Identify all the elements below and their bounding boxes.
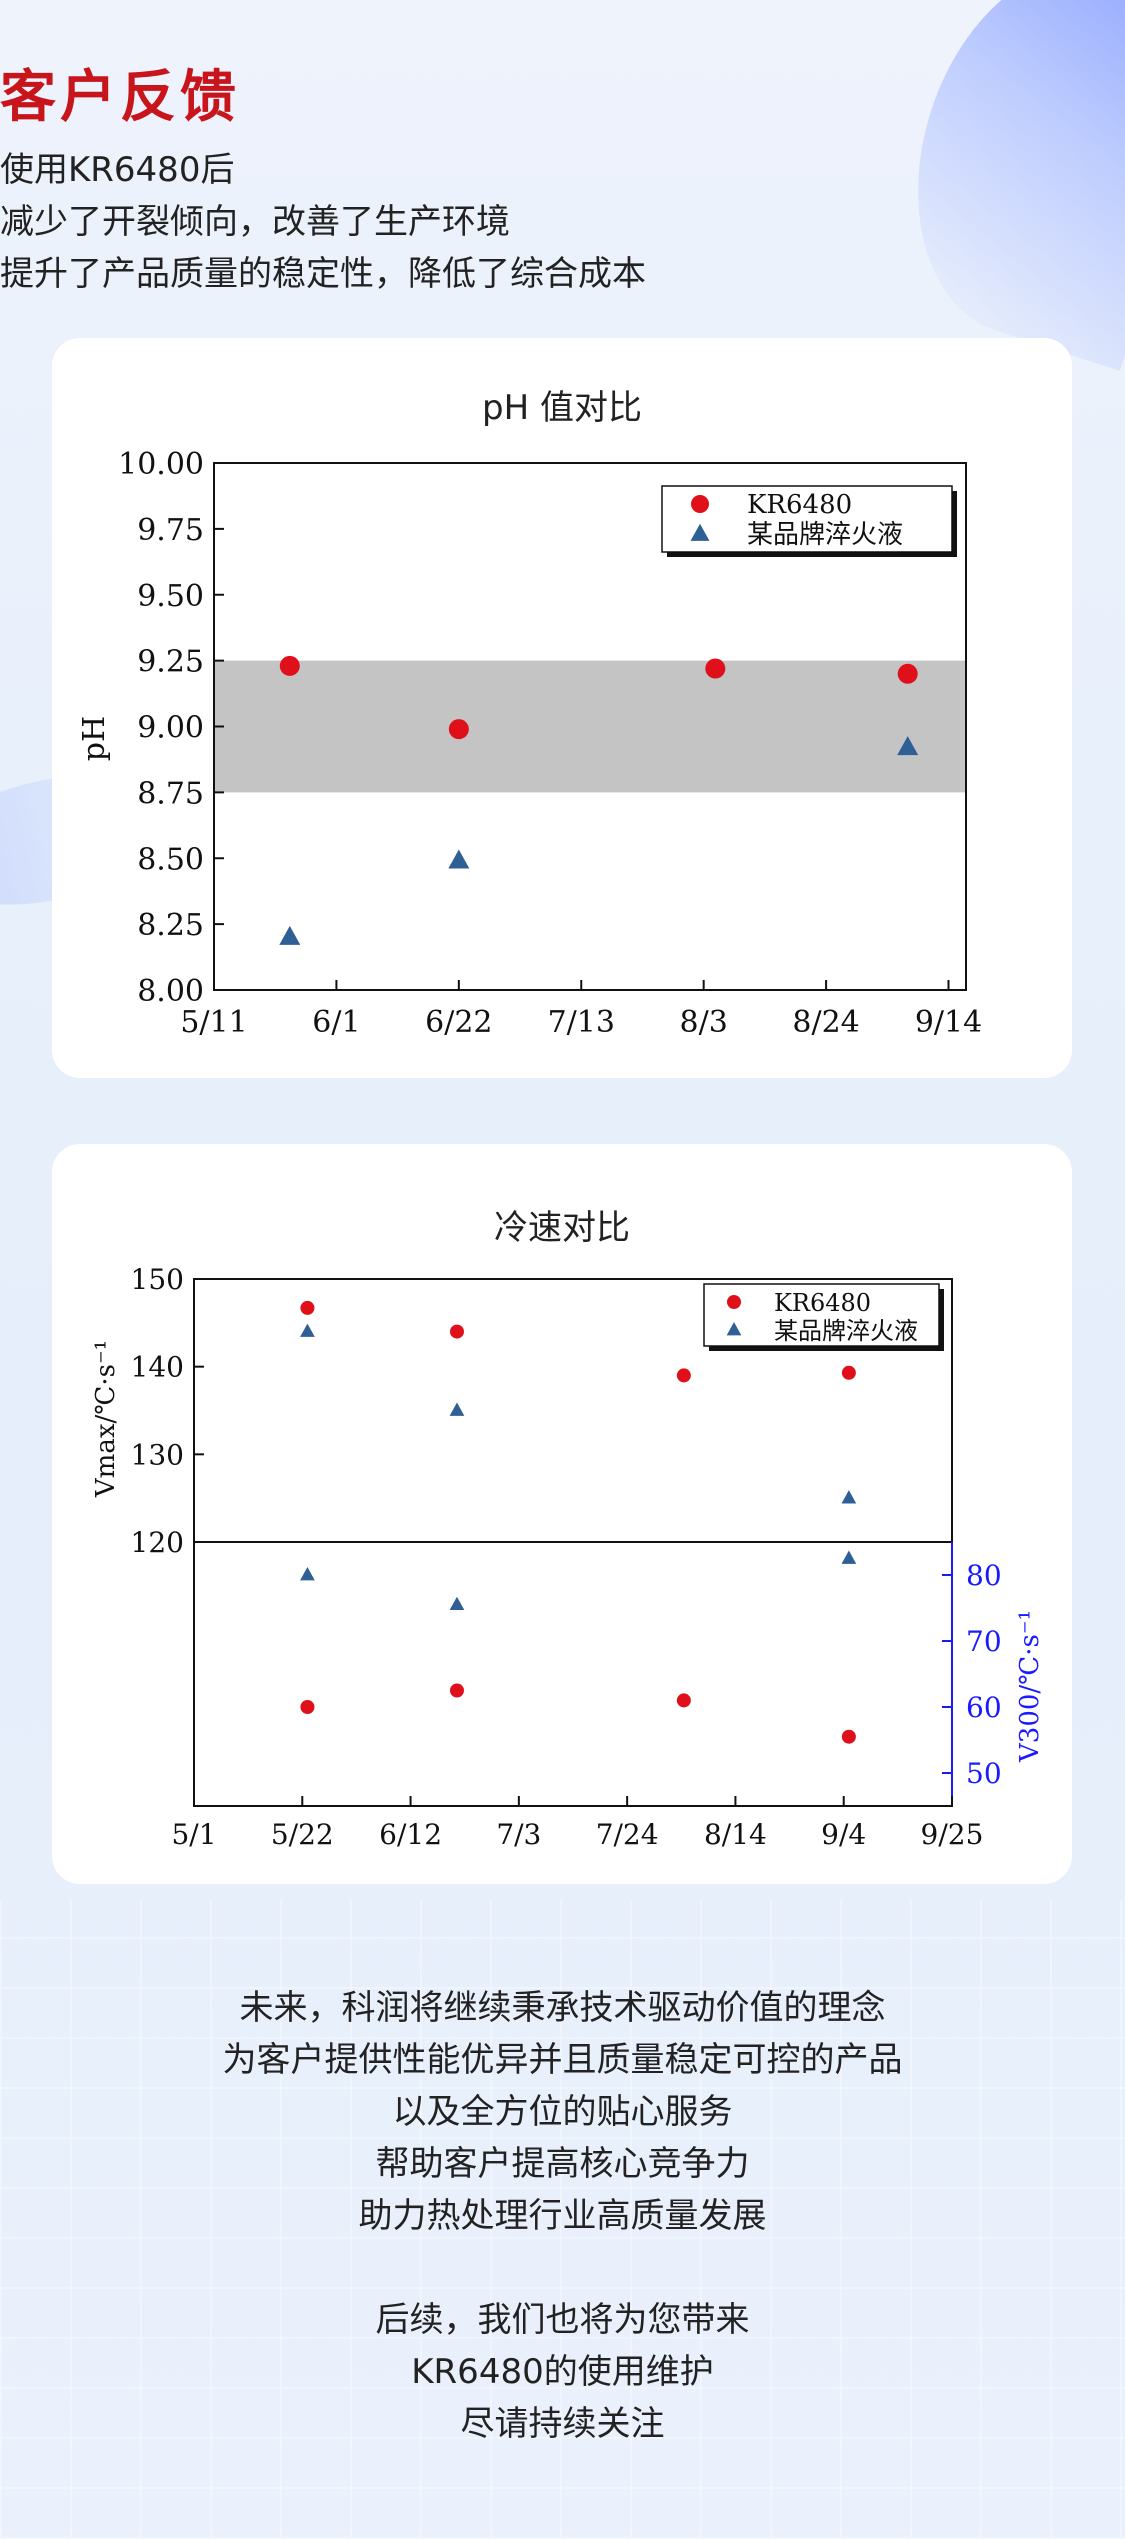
ph-competitor-point: [279, 925, 301, 945]
ph-y-tick-label: 9.50: [137, 579, 204, 614]
ph-kr6480-point: [279, 655, 300, 676]
ph-y-axis-label: pH: [77, 716, 112, 761]
vmax-competitor-point: [300, 1323, 315, 1337]
footer-line-4: 帮助客户提高核心竞争力: [375, 2144, 750, 2184]
v300-kr6480-point: [676, 1693, 691, 1708]
page-title: 客户反馈: [0, 65, 240, 130]
cooling-chart-card: 冷速对比 120 130 140 150 50 60 70 80 5/1 5/22 6/12 7/3 7…: [52, 1144, 1072, 1884]
vmax-y-axis-label: Vmax/℃·s⁻¹: [91, 1340, 121, 1498]
cooling-legend-kr6480-marker: [727, 1295, 741, 1309]
ph-kr6480-point: [448, 719, 469, 740]
cooling-x-tick-label: 7/24: [596, 1818, 659, 1851]
ph-y-tick-label: 10.00: [118, 447, 204, 482]
footer-line-1: 未来，科润将继续秉承技术驱动价值的理念: [239, 1988, 886, 2028]
v300-kr6480-point: [841, 1729, 856, 1744]
cooling-legend-kr6480-label: KR6480: [774, 1289, 871, 1317]
ph-y-tick-label: 9.25: [137, 645, 204, 680]
cooling-chart: 120 130 140 150 50 60 70 80 5/1 5/22 6/12 7/3 7/24 8/…: [91, 1263, 1045, 1851]
footer-line-8: 尽请持续关注: [460, 2404, 665, 2444]
ph-kr6480-point: [705, 658, 726, 679]
ph-y-tick-label: 9.00: [137, 711, 204, 746]
intro-line-1: 使用KR6480后: [0, 150, 235, 190]
vmax-y-tick-label: 150: [131, 1263, 184, 1296]
v300-competitor-point: [449, 1596, 465, 1611]
v300-y-tick-label: 70: [966, 1625, 1002, 1658]
ph-x-tick-label: 5/11: [180, 1005, 247, 1040]
footer-line-5: 助力热处理行业高质量发展: [358, 2196, 767, 2236]
cooling-legend-box: [703, 1283, 940, 1347]
vmax-kr6480-point: [676, 1368, 691, 1383]
ph-chart: 8.00 8.25 8.50 8.75 9.00 9.25 9.50 9.75 10.00 5/1…: [77, 447, 982, 1040]
vmax-competitor-point: [841, 1490, 857, 1504]
cooling-x-tick-label: 7/3: [496, 1818, 541, 1851]
ph-x-tick-label: 8/24: [792, 1005, 859, 1040]
ph-x-tick-label: 6/1: [312, 1005, 360, 1040]
cooling-x-tick-label: 8/14: [704, 1818, 767, 1851]
ph-x-tick-label: 6/22: [425, 1005, 492, 1040]
cooling-legend-competitor-marker: [726, 1322, 742, 1336]
ph-x-tick-label: 9/14: [915, 1005, 982, 1040]
v300-competitor-point: [300, 1567, 315, 1581]
ph-legend-competitor-marker: [690, 523, 710, 541]
cooling-legend-competitor-label: 某品牌淬火液: [774, 1317, 918, 1345]
footer-line-7: KR6480的使用维护: [411, 2352, 714, 2392]
intro-line-3: 提升了产品质量的稳定性，降低了综合成本: [0, 254, 646, 294]
ph-kr6480-point: [897, 663, 918, 684]
v300-kr6480-point: [300, 1700, 315, 1714]
vmax-kr6480-point: [449, 1324, 464, 1339]
cooling-x-tick-label: 9/4: [821, 1818, 866, 1851]
vmax-kr6480-point: [300, 1300, 315, 1315]
v300-y-tick-label: 80: [966, 1559, 1002, 1592]
footer-line-2: 为客户提供性能优异并且质量稳定可控的产品: [222, 2040, 903, 2080]
cooling-x-tick-label: 5/22: [271, 1818, 334, 1851]
vmax-kr6480-point: [841, 1365, 856, 1380]
cooling-x-tick-label: 9/25: [921, 1818, 984, 1851]
ph-y-tick-label: 9.75: [137, 513, 204, 548]
vmax-competitor-point: [449, 1402, 465, 1416]
v300-kr6480-point: [449, 1683, 464, 1698]
ph-legend-kr6480-marker: [691, 495, 709, 513]
ph-x-tick-label: 8/3: [680, 1005, 728, 1040]
ph-chart-title: pH 值对比: [482, 388, 642, 428]
vmax-y-tick-label: 120: [131, 1526, 184, 1559]
cooling-x-tick-label: 6/12: [379, 1818, 442, 1851]
footer-line-3: 以及全方位的贴心服务: [392, 2092, 733, 2132]
v300-y-axis-label: V300/℃·s⁻¹: [1015, 1610, 1045, 1763]
ph-y-tick-label: 8.25: [137, 908, 204, 943]
vmax-y-tick-label: 130: [131, 1438, 184, 1471]
ph-x-tick-label: 7/13: [548, 1005, 615, 1040]
ph-legend-kr6480-label: KR6480: [747, 490, 852, 520]
ph-legend-box: [661, 485, 953, 553]
footer-line-6: 后续，我们也将为您带来: [375, 2300, 750, 2340]
ph-y-tick-label: 8.00: [137, 974, 204, 1009]
vmax-y-tick-label: 140: [131, 1351, 184, 1384]
v300-y-tick-label: 50: [966, 1757, 1002, 1790]
cooling-x-tick-label: 5/1: [171, 1818, 216, 1851]
ph-competitor-point: [897, 736, 919, 756]
v300-y-tick-label: 60: [966, 1691, 1002, 1724]
ph-y-tick-label: 8.75: [137, 776, 204, 811]
ph-competitor-point: [448, 849, 470, 869]
cooling-chart-title: 冷速对比: [494, 1208, 630, 1248]
decorative-grid-floor: [0, 1900, 1125, 2539]
ph-target-band: [214, 660, 966, 793]
intro-line-2: 减少了开裂倾向，改善了生产环境: [0, 202, 510, 242]
ph-legend-competitor-label: 某品牌淬火液: [747, 520, 903, 550]
ph-chart-card: pH 值对比 8.00 8.25 8.50 8.75 9.00 9.25 9.50 9.75 1…: [52, 338, 1072, 1078]
v300-competitor-point: [841, 1550, 857, 1564]
ph-y-tick-label: 8.50: [137, 842, 204, 877]
